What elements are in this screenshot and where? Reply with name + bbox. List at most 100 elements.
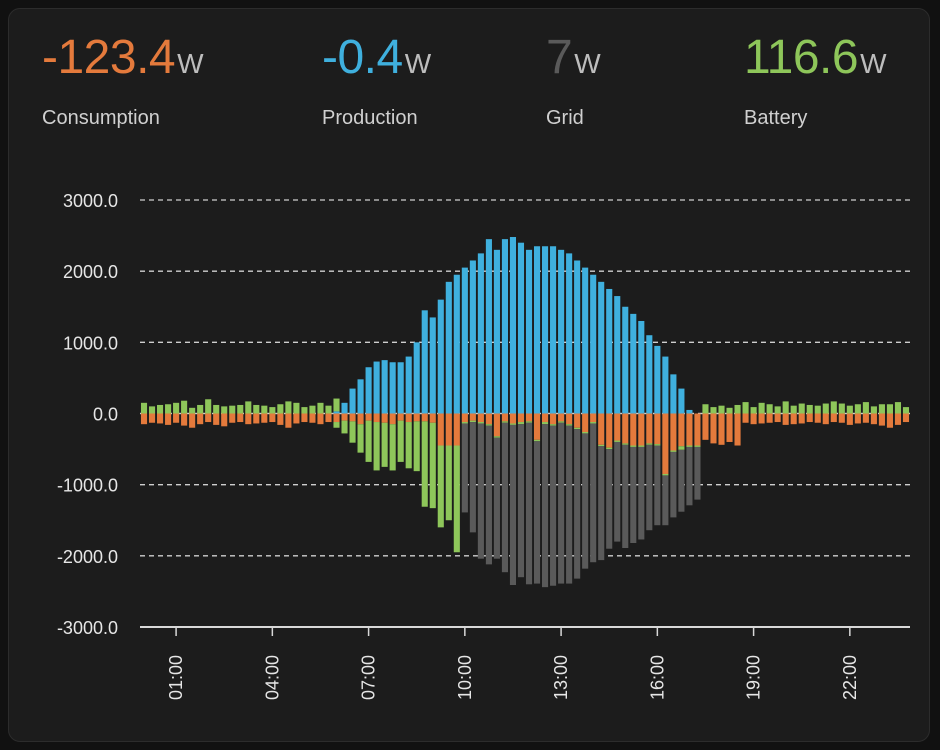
bar-consumption — [501, 413, 508, 422]
bar-production — [525, 249, 533, 414]
bar-grid — [654, 445, 661, 526]
bar-production — [341, 402, 348, 414]
bar-consumption — [269, 413, 276, 423]
bar-grid — [533, 441, 541, 584]
bar-grid — [630, 446, 637, 544]
bar-production — [413, 342, 420, 414]
x-tick-label: 16:00 — [647, 655, 667, 700]
bar-consumption — [558, 413, 565, 422]
bar-grid — [542, 424, 549, 588]
bar-battery_discharge — [229, 405, 236, 414]
bar-consumption — [734, 413, 741, 446]
bar-battery_discharge — [205, 399, 212, 414]
bar-battery_charge — [405, 422, 412, 469]
bar-battery_discharge — [814, 405, 821, 414]
bar-battery_discharge — [213, 404, 220, 414]
bar-battery_charge — [638, 445, 645, 447]
bar-consumption — [582, 413, 589, 432]
grid-stat[interactable]: 7W Grid — [546, 30, 601, 130]
axes: 3000.0 2000.0 1000.0 0.0 -1000.0 -2000.0 -3000… — [57, 191, 860, 700]
bar-production — [421, 310, 428, 414]
bar-consumption — [341, 413, 348, 421]
bar-consumption — [670, 413, 677, 451]
bar-production — [493, 249, 500, 414]
bar-battery_discharge — [333, 398, 340, 412]
production-label: Production — [322, 107, 418, 129]
bar-battery_discharge — [157, 404, 164, 414]
bar-production — [461, 267, 468, 414]
bar-battery_charge — [542, 422, 549, 425]
bar-battery_charge — [646, 443, 653, 445]
grid-value: 7 — [546, 31, 573, 84]
bar-battery_charge — [485, 424, 492, 426]
bar-battery_discharge — [285, 401, 292, 414]
bar-production — [550, 246, 557, 414]
bar-production — [517, 242, 525, 414]
bar-consumption — [533, 413, 541, 440]
bar-consumption — [566, 413, 573, 425]
bar-battery_charge — [654, 444, 661, 446]
bar-battery_charge — [501, 421, 508, 423]
y-tick-label: 2000.0 — [63, 262, 118, 282]
bar-production — [662, 356, 669, 414]
bar-battery_discharge — [726, 407, 733, 414]
bar-production — [606, 288, 613, 414]
bar-production — [365, 367, 372, 414]
bar-battery_discharge — [269, 407, 276, 414]
consumption-stat[interactable]: -123.4W Consumption — [42, 30, 204, 130]
bar-consumption — [197, 413, 204, 425]
bar-battery_discharge — [325, 405, 332, 414]
bar-consumption — [886, 413, 893, 428]
x-tick-label: 19:00 — [744, 655, 764, 700]
bar-consumption — [838, 413, 845, 423]
y-tick-label: 1000.0 — [63, 333, 118, 353]
bar-consumption — [253, 413, 260, 424]
bar-consumption — [726, 413, 733, 442]
battery-stat[interactable]: 116.6W Battery — [744, 30, 887, 130]
production-stat[interactable]: -0.4W Production — [322, 30, 431, 130]
bar-grid — [509, 424, 517, 586]
bar-consumption — [894, 413, 902, 425]
bar-battery_discharge — [245, 401, 252, 414]
bar-battery_charge — [373, 422, 380, 471]
bar-consumption — [694, 413, 701, 446]
production-unit: W — [404, 48, 432, 79]
grid-unit: W — [574, 48, 601, 79]
bar-consumption — [413, 413, 420, 422]
bar-consumption — [774, 413, 781, 423]
battery-label: Battery — [744, 107, 808, 129]
bar-battery_discharge — [261, 405, 268, 414]
bar-grid — [485, 425, 492, 565]
bar-production — [445, 281, 452, 414]
bar-production — [453, 274, 460, 414]
bar-consumption — [742, 413, 749, 423]
bar-battery_discharge — [309, 405, 316, 414]
bar-battery_charge — [397, 420, 404, 462]
bar-grid — [566, 425, 573, 584]
bar-battery_discharge — [830, 401, 837, 414]
bar-consumption — [790, 413, 797, 425]
bar-consumption — [181, 413, 188, 426]
grid-lines — [140, 199, 910, 628]
bar-consumption — [405, 413, 412, 423]
bar-battery_discharge — [293, 402, 300, 414]
bar-consumption — [397, 413, 404, 421]
bar-consumption — [598, 413, 605, 445]
bar-consumption — [902, 413, 910, 423]
bars[interactable] — [140, 237, 910, 588]
bar-consumption — [157, 413, 164, 424]
bar-production — [638, 320, 645, 414]
bar-battery_charge — [622, 443, 629, 445]
bar-grid — [469, 422, 476, 533]
bar-consumption — [453, 413, 460, 446]
bar-battery_charge — [694, 445, 701, 447]
bar-battery_discharge — [822, 403, 829, 414]
bar-battery_charge — [606, 447, 613, 450]
bar-production — [686, 409, 693, 414]
bar-consumption — [525, 413, 533, 422]
bar-production — [477, 253, 484, 414]
bar-grid — [517, 424, 525, 578]
bar-consumption — [766, 413, 773, 423]
bar-consumption — [485, 413, 492, 425]
bar-production — [574, 260, 581, 414]
